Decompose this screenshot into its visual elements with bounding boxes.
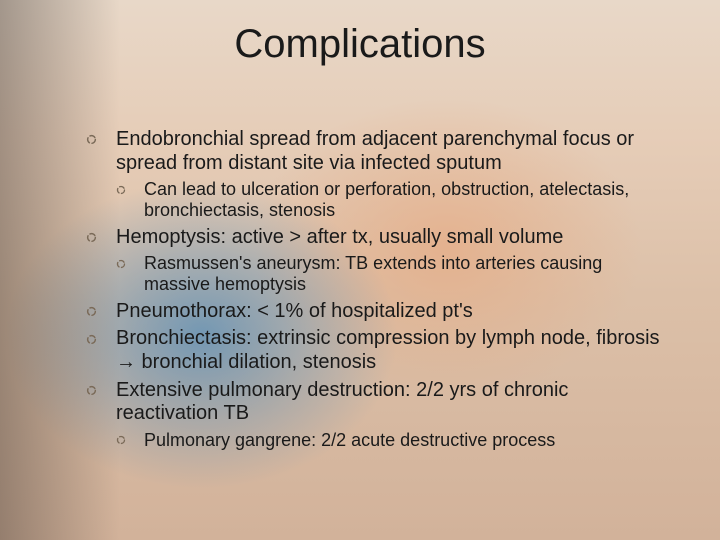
bullet-level-1: Bronchiectasis: extrinsic compression by… (86, 327, 666, 374)
bullet-text: Hemoptysis: active > after tx, usually s… (116, 226, 563, 248)
bullet-text: Rasmussen's aneurysm: TB extends into ar… (144, 253, 602, 294)
bullet-text: Can lead to ulceration or perforation, o… (144, 179, 629, 220)
bullet-icon (116, 435, 126, 445)
bullet-level-2: Can lead to ulceration or perforation, o… (86, 179, 666, 221)
bullet-text: Pulmonary gangrene: 2/2 acute destructiv… (144, 430, 555, 450)
bullet-icon (116, 185, 126, 195)
bullet-icon (86, 232, 97, 243)
bullet-level-1: Pneumothorax: < 1% of hospitalized pt's (86, 300, 666, 324)
slide-title: Complications (0, 22, 720, 67)
bullet-level-1: Extensive pulmonary destruction: 2/2 yrs… (86, 379, 666, 426)
slide: Complications Endobronchial spread from … (0, 0, 720, 540)
bullet-icon (86, 385, 97, 396)
bullet-icon (86, 134, 97, 145)
bullet-level-2: Rasmussen's aneurysm: TB extends into ar… (86, 253, 666, 295)
bullet-icon (86, 306, 97, 317)
bullet-text: Extensive pulmonary destruction: 2/2 yrs… (116, 379, 568, 425)
bullet-text: Pneumothorax: < 1% of hospitalized pt's (116, 300, 473, 322)
bullet-icon (116, 259, 126, 269)
bullet-level-1: Endobronchial spread from adjacent paren… (86, 128, 666, 175)
bullet-level-2: Pulmonary gangrene: 2/2 acute destructiv… (86, 430, 666, 451)
bullet-icon (86, 334, 97, 345)
bullet-text: Endobronchial spread from adjacent paren… (116, 128, 634, 174)
bullet-level-1: Hemoptysis: active > after tx, usually s… (86, 226, 666, 250)
bullet-list: Endobronchial spread from adjacent paren… (86, 128, 666, 455)
bullet-text: Bronchiectasis: extrinsic compression by… (116, 327, 660, 373)
